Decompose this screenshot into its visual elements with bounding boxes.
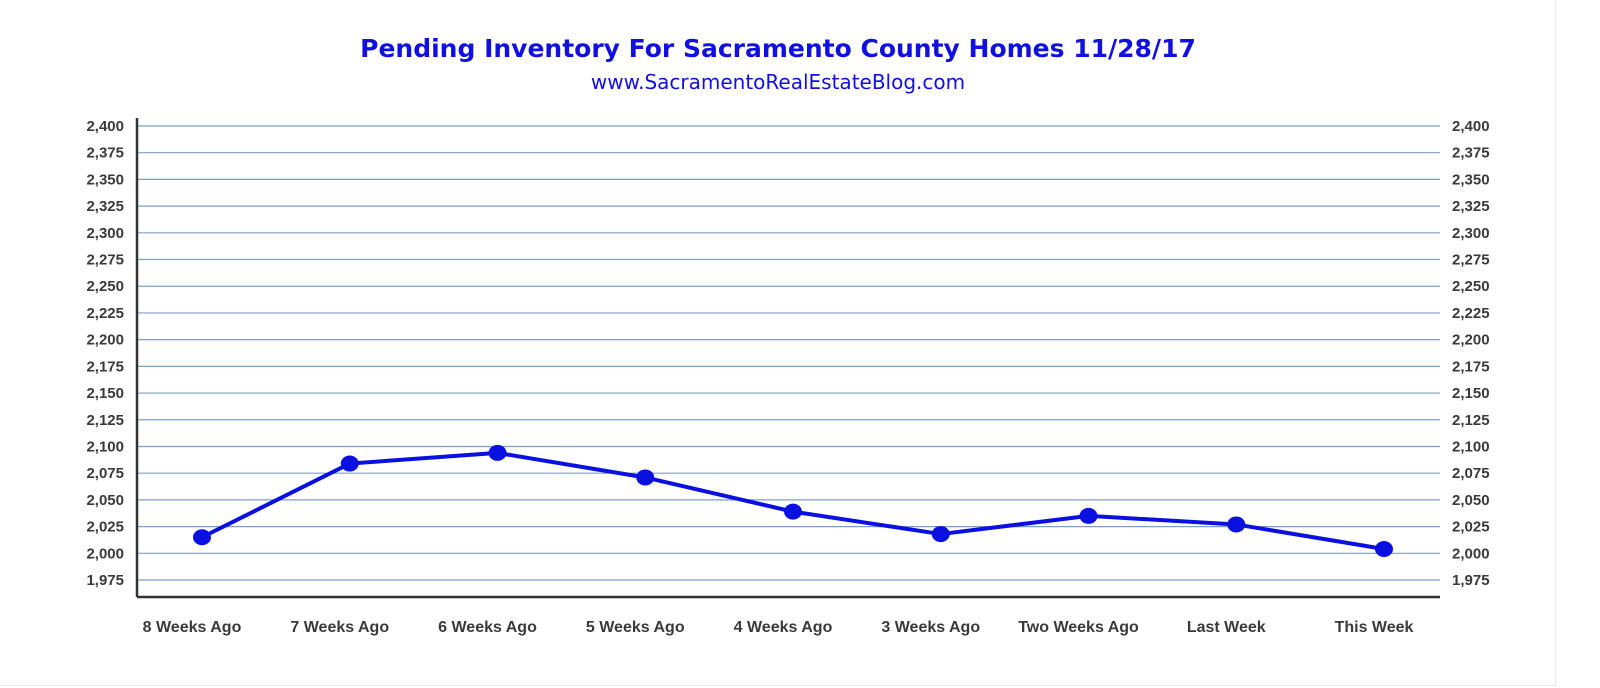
x-tick-label: 4 Weeks Ago (734, 619, 833, 636)
chart-frame (0, 0, 1556, 686)
y-tick-label-left: 2,075 (86, 465, 124, 482)
x-tick-label: Last Week (1187, 619, 1266, 636)
data-point (1079, 507, 1098, 524)
y-tick-label-right: 2,400 (1452, 118, 1490, 135)
x-tick-label: 6 Weeks Ago (438, 619, 537, 636)
y-tick-label-left: 1,975 (86, 572, 124, 589)
data-point (636, 469, 655, 486)
data-point (1375, 541, 1393, 558)
y-tick-label-right: 2,150 (1452, 385, 1490, 402)
y-tick-label-left: 2,375 (86, 145, 124, 162)
y-tick-label-right: 2,225 (1452, 305, 1490, 322)
y-tick-label-right: 2,050 (1452, 492, 1490, 509)
x-tick-label: 3 Weeks Ago (881, 619, 980, 636)
y-tick-label-right: 2,325 (1452, 198, 1490, 215)
y-axis-left-ticks: 2,400 2,375 2,350 2,325 2,300 2,275 2,250 2,225… (86, 118, 124, 589)
y-tick-label-right: 2,250 (1452, 278, 1490, 295)
data-point (784, 503, 802, 520)
chart-subtitle: www.SacramentoRealEstateBlog.com (590, 70, 966, 94)
y-tick-label-left: 2,150 (86, 385, 124, 402)
y-tick-label-right: 2,350 (1452, 171, 1490, 188)
y-tick-label-right: 1,975 (1452, 572, 1490, 589)
data-point (340, 455, 359, 472)
y-tick-label-left: 2,400 (86, 118, 124, 135)
x-tick-label: 5 Weeks Ago (586, 619, 685, 636)
y-tick-label-left: 2,300 (86, 225, 124, 242)
y-axis-right-ticks: 2,400 2,375 2,350 2,325 2,300 2,275 2,250 2,225… (1452, 118, 1490, 589)
y-tick-label-right: 2,275 (1452, 252, 1490, 269)
chart-title: Pending Inventory For Sacramento County … (360, 34, 1196, 63)
y-tick-label-left: 2,175 (86, 358, 124, 375)
data-point (931, 526, 950, 543)
y-tick-label-right: 2,125 (1452, 412, 1490, 429)
data-point (488, 444, 507, 461)
x-tick-label: 8 Weeks Ago (143, 619, 242, 636)
y-tick-label-left: 2,200 (86, 332, 124, 349)
x-tick-label: This Week (1335, 619, 1414, 636)
x-tick-label: 7 Weeks Ago (290, 619, 389, 636)
x-axis-ticks: 8 Weeks Ago 7 Weeks Ago 6 Weeks Ago 5 Weeks… (143, 619, 1414, 636)
y-tick-label-left: 2,000 (86, 545, 124, 562)
data-point (193, 529, 211, 546)
y-tick-label-left: 2,125 (86, 412, 124, 429)
y-tick-label-left: 2,050 (86, 492, 124, 509)
axes (135, 118, 1440, 599)
y-tick-label-right: 2,000 (1452, 545, 1490, 562)
gridlines (137, 125, 1440, 581)
y-tick-label-left: 2,325 (86, 198, 124, 215)
x-tick-label: Two Weeks Ago (1018, 619, 1139, 636)
series-group (193, 444, 1393, 558)
y-tick-label-right: 2,075 (1452, 465, 1490, 482)
y-tick-label-right: 2,375 (1452, 145, 1490, 162)
y-tick-label-right: 2,025 (1452, 519, 1490, 536)
y-tick-label-right: 2,200 (1452, 332, 1490, 349)
y-tick-label-right: 2,100 (1452, 438, 1490, 455)
y-tick-label-right: 2,175 (1452, 358, 1490, 375)
y-tick-label-left: 2,250 (86, 278, 124, 295)
y-tick-label-left: 2,350 (86, 171, 124, 188)
y-tick-label-left: 2,275 (86, 252, 124, 269)
data-point (1227, 516, 1246, 533)
y-tick-label-right: 2,300 (1452, 225, 1490, 242)
series-line (201, 450, 1385, 551)
y-tick-label-left: 2,100 (86, 438, 124, 455)
y-tick-label-left: 2,025 (86, 519, 124, 536)
y-tick-label-left: 2,225 (86, 305, 124, 322)
